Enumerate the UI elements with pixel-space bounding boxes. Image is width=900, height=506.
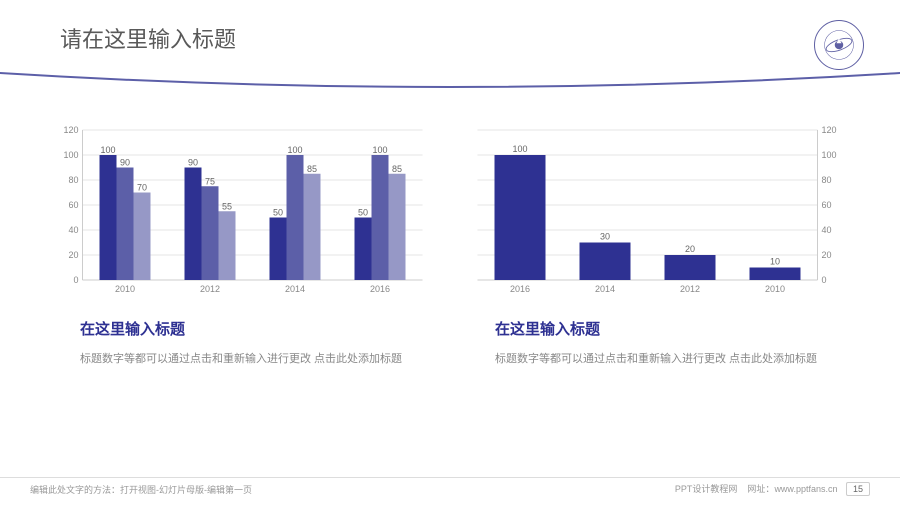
svg-text:2014: 2014 — [285, 284, 305, 294]
svg-text:2012: 2012 — [680, 284, 700, 294]
svg-text:10: 10 — [770, 257, 780, 267]
svg-text:2010: 2010 — [765, 284, 785, 294]
right-column: 0 20 40 60 80 100 120 100 2016 30 2014 20 2012 10 2010… — [465, 120, 850, 370]
svg-text:2016: 2016 — [370, 284, 390, 294]
svg-text:20: 20 — [68, 250, 78, 260]
svg-text:60: 60 — [68, 200, 78, 210]
svg-text:60: 60 — [822, 200, 832, 210]
svg-text:85: 85 — [392, 164, 402, 174]
svg-text:0: 0 — [822, 275, 827, 285]
left-section-title: 在这里输入标题 — [80, 318, 435, 339]
svg-text:2010: 2010 — [115, 284, 135, 294]
svg-text:50: 50 — [358, 208, 368, 218]
svg-text:100: 100 — [372, 145, 387, 155]
svg-text:20: 20 — [685, 244, 695, 254]
svg-text:80: 80 — [68, 175, 78, 185]
svg-text:2014: 2014 — [595, 284, 615, 294]
footer-url-label: 网址： — [747, 484, 774, 494]
svg-text:100: 100 — [63, 150, 78, 160]
footer-right-label: PPT设计教程网 — [675, 484, 738, 494]
svg-text:20: 20 — [822, 250, 832, 260]
svg-text:70: 70 — [137, 183, 147, 193]
header-divider — [0, 60, 900, 100]
svg-text:50: 50 — [273, 208, 283, 218]
svg-text:0: 0 — [73, 275, 78, 285]
svg-text:55: 55 — [222, 201, 232, 211]
svg-text:120: 120 — [822, 125, 837, 135]
left-column: 0 20 40 60 80 100 120 100 90 70 2010 90 75 55 2012 50 10… — [50, 120, 435, 370]
svg-text:2012: 2012 — [200, 284, 220, 294]
logo-icon — [822, 28, 856, 62]
svg-text:85: 85 — [307, 164, 317, 174]
left-chart: 0 20 40 60 80 100 120 100 90 70 2010 90 75 55 2012 50 10… — [50, 120, 435, 300]
svg-text:100: 100 — [287, 145, 302, 155]
page-number: 15 — [846, 482, 870, 496]
footer-right: PPT设计教程网 网址：www.pptfans.cn 15 — [675, 482, 870, 496]
svg-text:2016: 2016 — [510, 284, 530, 294]
svg-text:30: 30 — [600, 232, 610, 242]
svg-text:40: 40 — [68, 225, 78, 235]
svg-text:40: 40 — [822, 225, 832, 235]
svg-text:100: 100 — [100, 145, 115, 155]
svg-text:80: 80 — [822, 175, 832, 185]
svg-text:100: 100 — [822, 150, 837, 160]
footer-url: www.pptfans.cn — [774, 484, 837, 494]
right-chart: 0 20 40 60 80 100 120 100 2016 30 2014 20 2012 10 2010 — [465, 120, 850, 300]
svg-text:90: 90 — [188, 158, 198, 168]
right-section-title: 在这里输入标题 — [495, 318, 850, 339]
page-title: 请在这里输入标题 — [60, 22, 900, 54]
footer-left-text: 编辑此处文字的方法：打开视图-幻灯片母版-编辑第一页 — [30, 483, 252, 496]
svg-text:120: 120 — [63, 125, 78, 135]
right-section-desc: 标题数字等都可以通过点击和重新输入进行更改 点击此处添加标题 — [495, 349, 850, 370]
footer-divider — [0, 477, 900, 478]
svg-text:100: 100 — [512, 144, 527, 154]
svg-text:90: 90 — [120, 158, 130, 168]
left-section-desc: 标题数字等都可以通过点击和重新输入进行更改 点击此处添加标题 — [80, 349, 435, 370]
svg-text:75: 75 — [205, 176, 215, 186]
